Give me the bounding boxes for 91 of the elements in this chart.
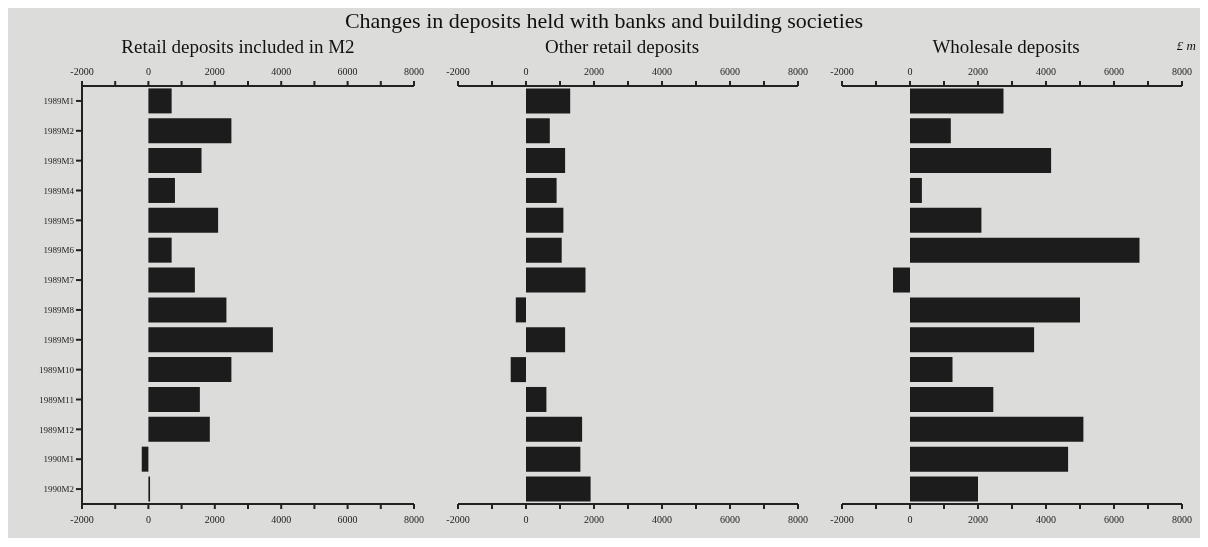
- x2-tick-label: 6000: [1104, 514, 1124, 525]
- y-tick-label: 1989M7: [43, 275, 75, 286]
- x2-tick-label: 6000: [337, 514, 358, 525]
- x-tick-label: 8000: [1172, 66, 1192, 77]
- bar: [148, 327, 273, 353]
- y-tick-label: 1990M2: [43, 484, 74, 495]
- bar: [148, 386, 200, 412]
- x-tick-label: 8000: [788, 66, 808, 77]
- y-tick-label: 1989M3: [43, 155, 75, 166]
- bar: [510, 357, 526, 383]
- x-tick-label: -2000: [446, 66, 470, 77]
- text: Changes in deposits held with banks and building societies: [344, 8, 864, 33]
- x-tick-label: 0: [523, 66, 529, 77]
- x-tick-label: 4000: [1036, 66, 1056, 77]
- x2-tick-label: 8000: [788, 514, 808, 525]
- x2-tick-label: 2000: [584, 514, 604, 525]
- bar: [910, 237, 1140, 263]
- x-tick-label: 6000: [720, 66, 740, 77]
- x2-tick-label: 0: [523, 514, 529, 525]
- bar: [910, 148, 1052, 174]
- x-tick-label: 2000: [968, 66, 988, 77]
- bar: [910, 357, 953, 383]
- bar: [148, 207, 219, 233]
- x-tick-label: 0: [907, 66, 913, 77]
- x-tick-label: -2000: [830, 66, 854, 77]
- x2-tick-label: 0: [145, 514, 151, 525]
- x2-tick-label: 2000: [204, 514, 225, 525]
- y-tick-label: 1989M12: [38, 424, 74, 435]
- bar: [910, 297, 1080, 323]
- bar: [141, 446, 149, 472]
- x2-tick-label: 8000: [1172, 514, 1192, 525]
- bar: [910, 207, 982, 233]
- bar: [526, 207, 564, 233]
- y-tick-label: 1989M8: [43, 305, 75, 316]
- bar: [148, 297, 227, 323]
- x2-tick-label: 4000: [271, 514, 292, 525]
- x-tick-label: 2000: [584, 66, 604, 77]
- y-tick-label: 1989M10: [38, 364, 75, 375]
- bar: [526, 118, 550, 144]
- bar: [526, 267, 586, 293]
- bar: [910, 386, 994, 412]
- bar: [526, 177, 557, 203]
- x-tick-label: 4000: [652, 66, 672, 77]
- bar: [526, 148, 566, 174]
- x-tick-label: 8000: [404, 66, 424, 77]
- x2-tick-label: 0: [907, 514, 913, 525]
- x2-tick-label: 6000: [720, 514, 740, 525]
- bar: [526, 446, 581, 472]
- y-tick-label: 1989M2: [43, 125, 74, 136]
- y-tick-label: 1989M6: [43, 245, 75, 256]
- bar: [148, 118, 232, 144]
- bar: [148, 148, 202, 174]
- x2-tick-label: 2000: [968, 514, 988, 525]
- bar: [526, 327, 566, 353]
- x-tick-label: 0: [145, 66, 151, 77]
- bar: [148, 177, 175, 203]
- text: £ m: [1176, 38, 1196, 54]
- chart-subtitle: Other retail deposits: [543, 36, 701, 59]
- bar: [515, 297, 526, 323]
- y-tick-label: 1989M5: [43, 215, 75, 226]
- bar: [526, 386, 547, 412]
- bar: [893, 267, 910, 293]
- bar: [910, 177, 922, 203]
- bar: [148, 237, 172, 263]
- bar: [148, 357, 232, 383]
- x-tick-label: 4000: [271, 66, 292, 77]
- x-tick-label: -2000: [70, 66, 94, 77]
- bar: [148, 416, 210, 442]
- x2-tick-label: 4000: [1036, 514, 1056, 525]
- bar: [910, 118, 951, 144]
- bar: [148, 267, 195, 293]
- x2-tick-label: 4000: [652, 514, 672, 525]
- x2-tick-label: -2000: [70, 514, 94, 525]
- bar: [526, 416, 583, 442]
- chart-subtitle: Wholesale deposits: [932, 36, 1080, 57]
- bar: [526, 237, 562, 263]
- x2-tick-label: -2000: [446, 514, 470, 525]
- x2-tick-label: 8000: [404, 514, 424, 525]
- bar: [910, 446, 1069, 472]
- x-tick-label: 2000: [204, 66, 225, 77]
- y-tick-label: 1989M9: [43, 334, 75, 345]
- bar: [910, 416, 1084, 442]
- y-tick-label: 1989M1: [43, 96, 74, 107]
- bar: [910, 327, 1035, 353]
- x2-tick-label: -2000: [830, 514, 854, 525]
- y-tick-label: 1989M11: [39, 394, 74, 405]
- chart-subtitle: Retail deposits included in M2: [120, 36, 356, 59]
- y-tick-label: 1989M4: [43, 185, 75, 196]
- x-tick-label: 6000: [1104, 66, 1124, 77]
- y-tick-label: 1990M1: [43, 454, 74, 465]
- x-tick-label: 6000: [337, 66, 358, 77]
